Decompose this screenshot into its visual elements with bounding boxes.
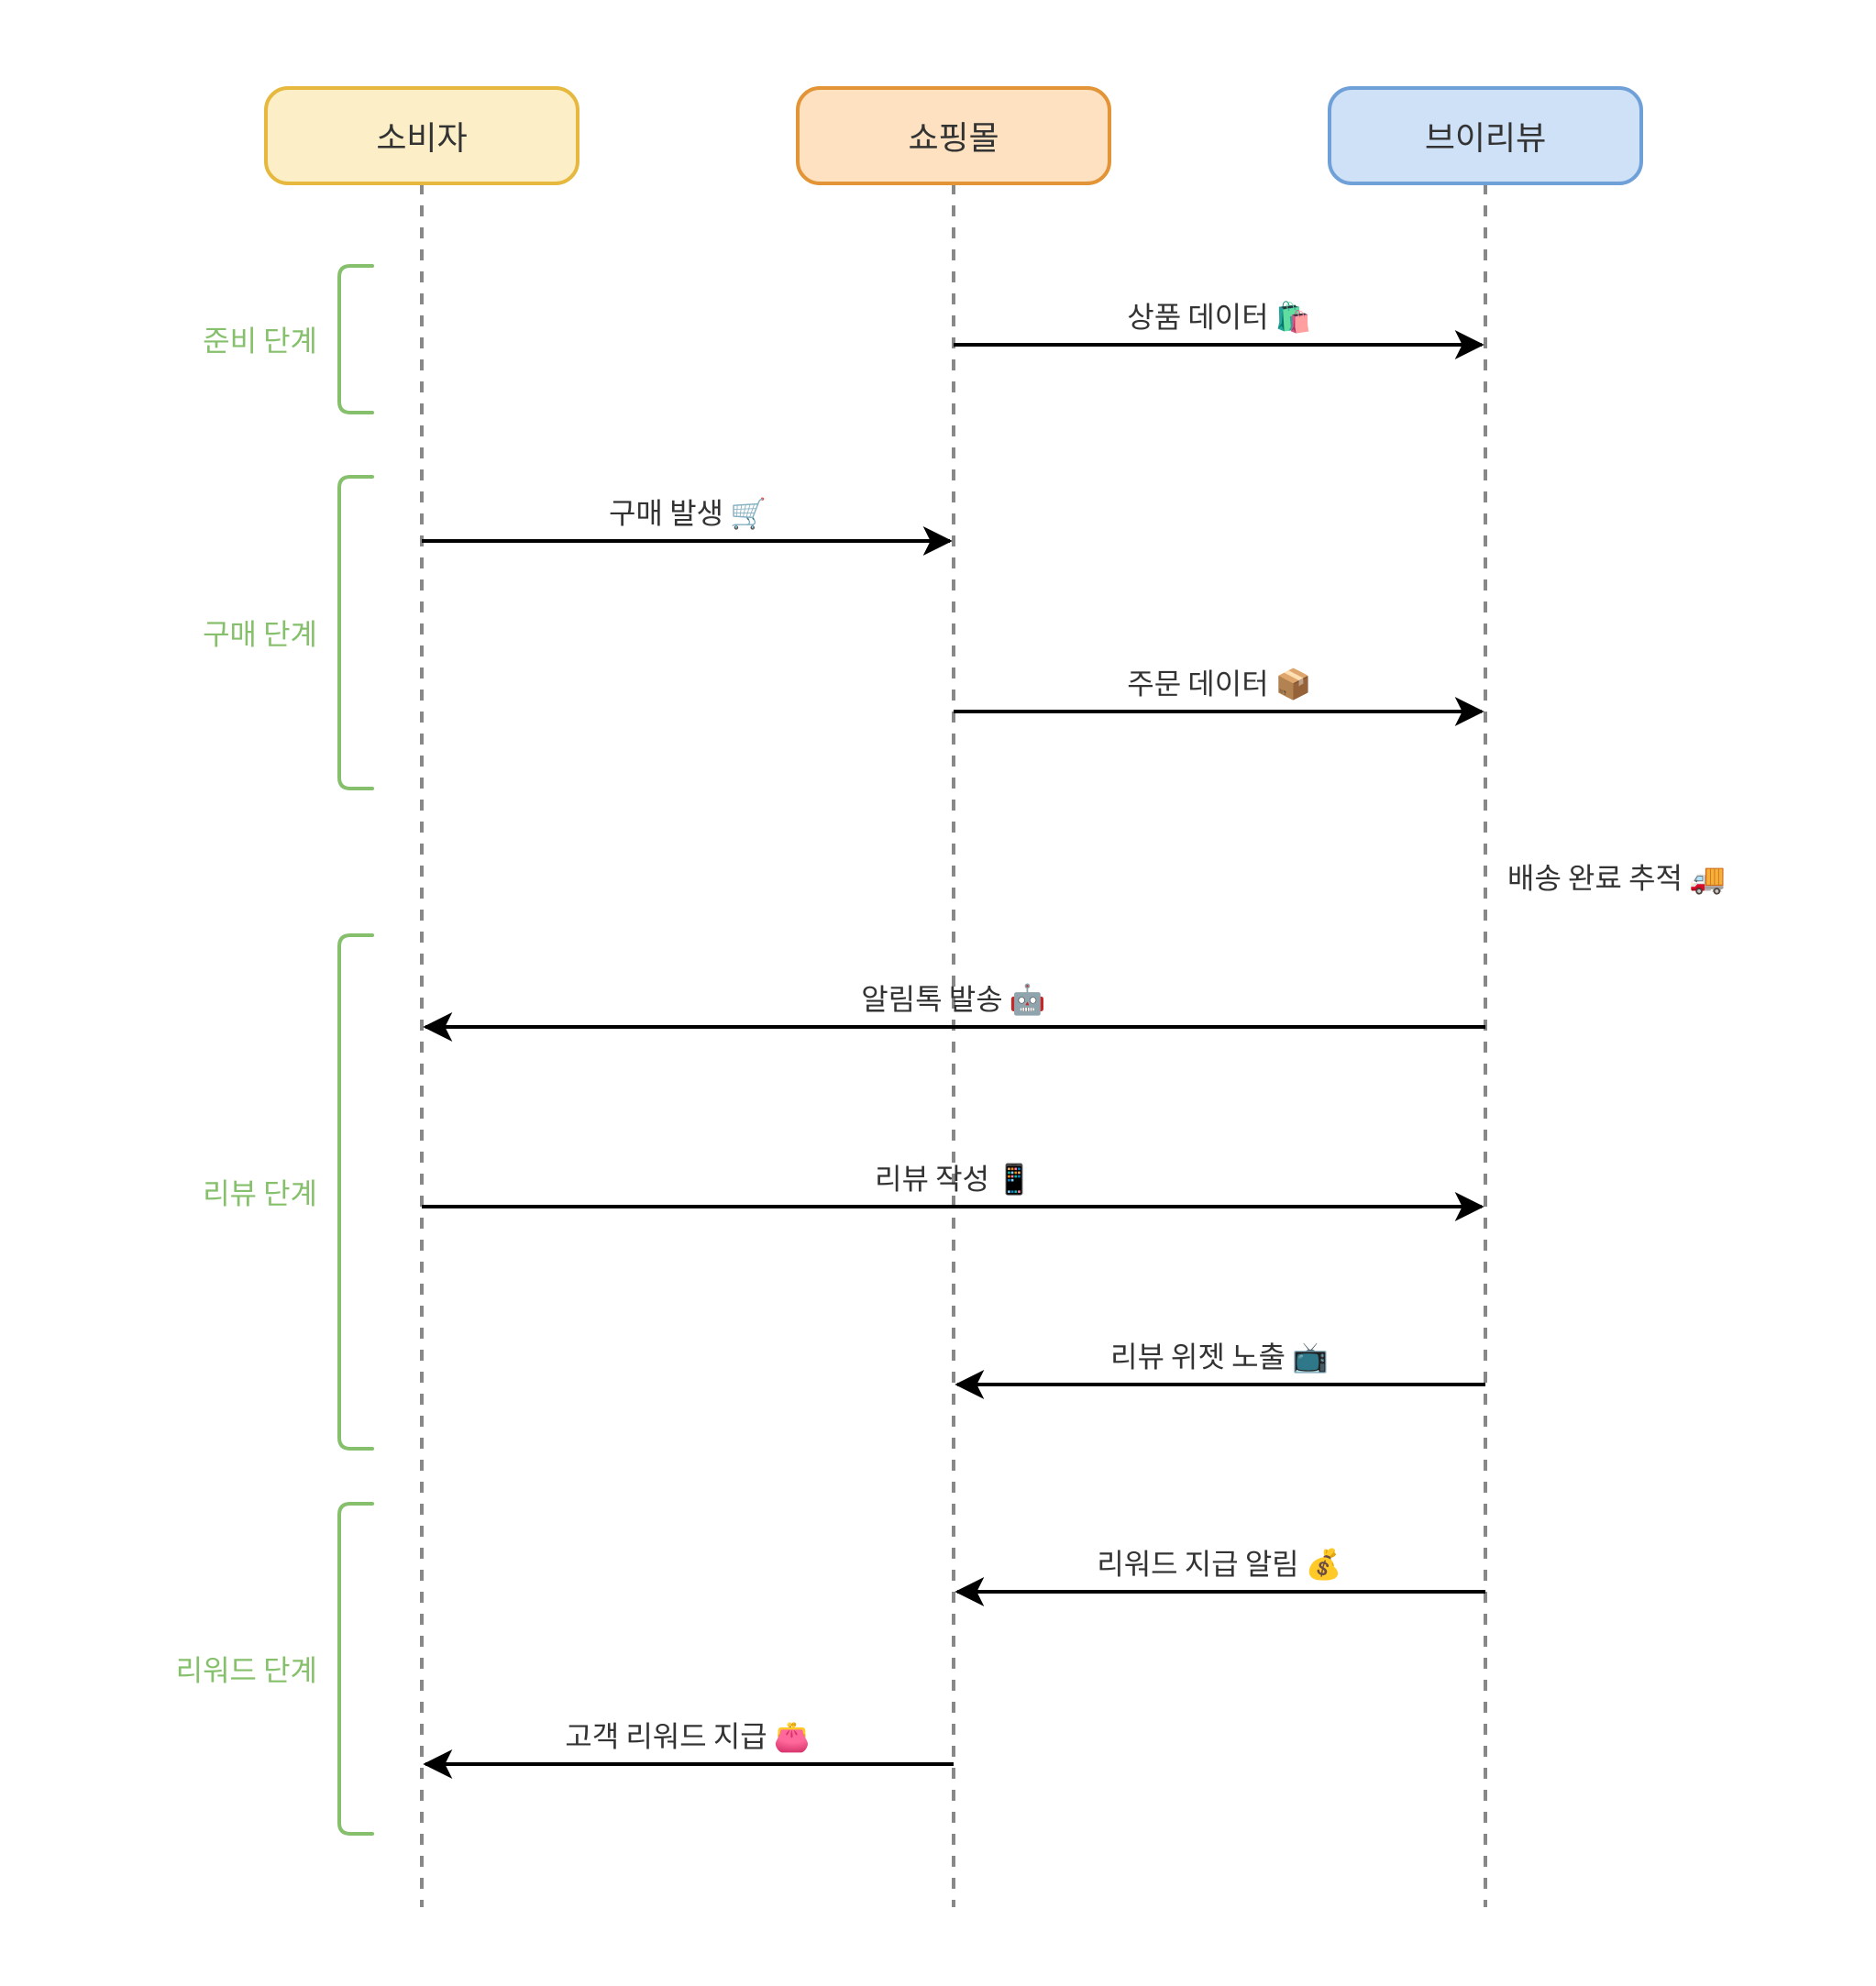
- sequence-diagram: 소비자 쇼핑몰 브이리뷰준비 단계구매 단계리뷰 단계리워드 단계 상품 데이터 🛍️…: [0, 0, 1876, 1986]
- message-label-product-data: 상품 데이터 🛍️: [1127, 294, 1311, 337]
- phase-bracket-review: [339, 935, 372, 1449]
- message-label-order-data: 주문 데이터 📦: [1127, 661, 1311, 703]
- phase-bracket-purchase: [339, 477, 372, 789]
- phase-bracket-reward: [339, 1504, 372, 1834]
- message-label-alimtalk: 알림톡 발송 🤖: [861, 976, 1045, 1019]
- actor-label-consumer: 소비자: [376, 112, 467, 160]
- message-label-reward-pay: 고객 리워드 지급 👛: [565, 1714, 810, 1756]
- message-label-write-review: 리뷰 작성 📱: [875, 1156, 1032, 1198]
- phase-bracket-prep: [339, 266, 372, 413]
- message-label-purchase-event: 구매 발생 🛒: [609, 491, 767, 533]
- phase-label-review: 리뷰 단계: [203, 1171, 317, 1213]
- phase-label-prep: 준비 단계: [203, 318, 317, 360]
- phase-label-purchase: 구매 단계: [203, 612, 317, 654]
- message-label-reward-notify: 리워드 지급 알림 💰: [1097, 1541, 1341, 1583]
- actor-label-mall: 쇼핑몰: [908, 112, 999, 160]
- message-label-delivery-track: 배송 완료 추적 🚚: [1507, 855, 1726, 898]
- phase-label-reward: 리워드 단계: [176, 1648, 317, 1690]
- actor-label-vreview: 브이리뷰: [1425, 112, 1546, 160]
- message-label-review-widget: 리뷰 위젯 노출 📺: [1110, 1334, 1329, 1376]
